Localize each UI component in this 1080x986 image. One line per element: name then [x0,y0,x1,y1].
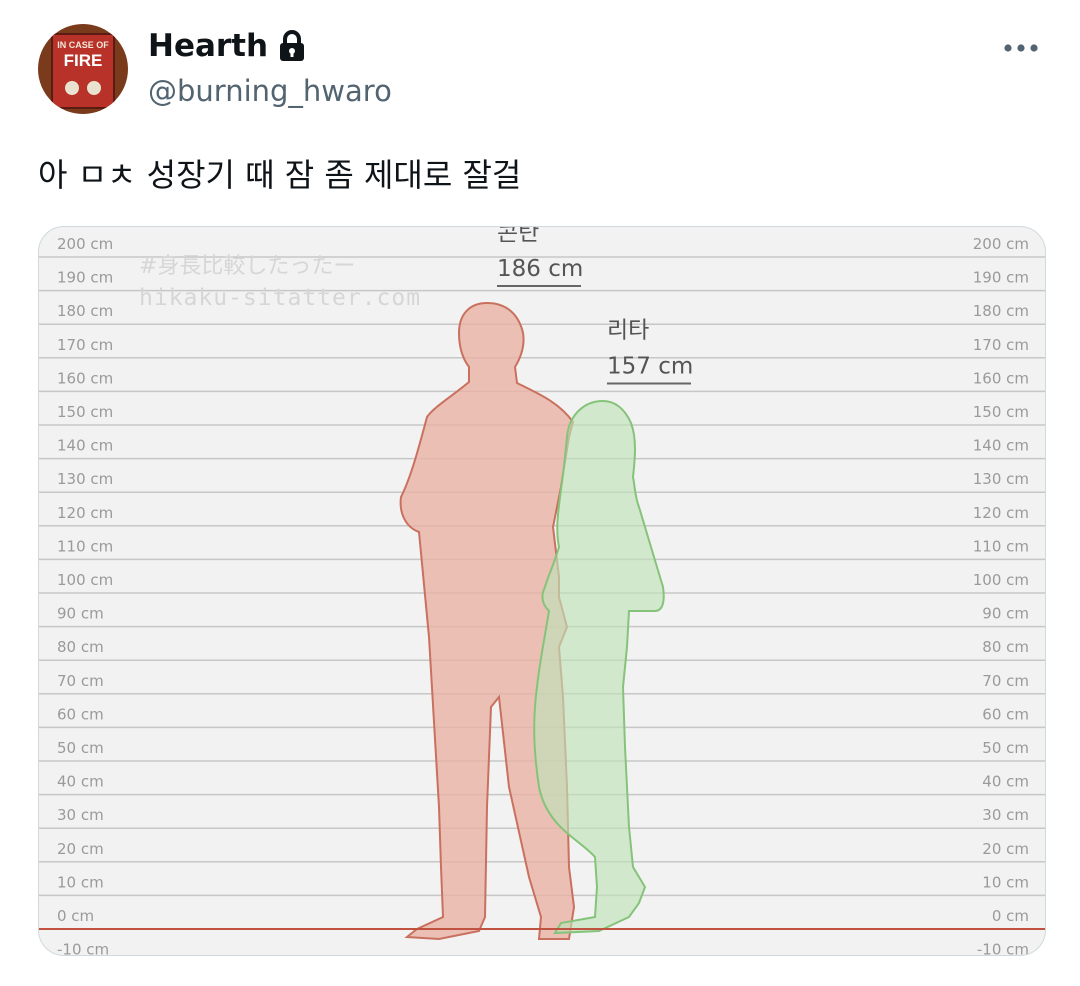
ytick-label-left: 100 cm [57,571,113,589]
ytick-label-left: 110 cm [57,537,113,555]
ytick-label-left: -10 cm [57,941,109,955]
ytick-label-right: 200 cm [973,235,1029,253]
tweet-media[interactable]: 200 cm 200 cm 190 cm 190 cm 180 cm 180 cm 170 … [38,226,1046,956]
avatar-image: IN CASE OF FIRE [38,24,128,114]
ytick-label-right: 70 cm [982,672,1029,690]
person-height-label: 186 cm [497,256,583,282]
ytick-label-left: 140 cm [57,437,113,455]
ytick-label-right: 80 cm [982,638,1029,656]
ytick-label-left: 60 cm [57,705,104,723]
avatar-text-line1: IN CASE OF [57,40,109,50]
more-icon[interactable] [1002,40,1040,54]
ytick-label-right: 20 cm [982,840,1029,858]
ytick-label-right: 170 cm [973,336,1029,354]
ytick-label-left: 200 cm [57,235,113,253]
watermark-line2: hikaku-sitatter.com [139,285,421,311]
ytick-label-right: -10 cm [977,941,1029,955]
tweet-text: 아 ㅁㅊ 성장기 때 잠 좀 제대로 잘걸 [38,156,522,194]
ytick-label-left: 40 cm [57,773,104,791]
ytick-label-left: 180 cm [57,302,113,320]
ytick-label-right: 180 cm [973,302,1029,320]
ytick-label-right: 190 cm [973,269,1029,287]
grid-layer: 200 cm 200 cm 190 cm 190 cm 180 cm 180 cm 170 … [39,235,1045,955]
ytick-label-left: 90 cm [57,605,104,623]
ground-line [39,928,1045,930]
person-name-label: 콘탄 [497,227,539,246]
ytick-label-right: 130 cm [973,470,1029,488]
ytick-label-right: 60 cm [982,705,1029,723]
display-name[interactable]: Hearth [148,28,269,64]
ytick-label-right: 90 cm [982,605,1029,623]
ytick-label-left: 170 cm [57,336,113,354]
height-comparison-chart: 200 cm 200 cm 190 cm 190 cm 180 cm 180 cm 170 … [39,227,1045,955]
ytick-label-right: 100 cm [973,571,1029,589]
ytick-label-left: 20 cm [57,840,104,858]
lock-icon [278,30,306,62]
ytick-label-right: 50 cm [982,739,1029,757]
ytick-label-right: 160 cm [973,369,1029,387]
person-1-shape [399,301,576,941]
ytick-label-right: 30 cm [982,806,1029,824]
ytick-label-right: 110 cm [973,537,1029,555]
ytick-label-left: 70 cm [57,672,104,690]
ytick-label-left: 130 cm [57,470,113,488]
ytick-label-right: 150 cm [973,403,1029,421]
avatar[interactable]: IN CASE OF FIRE [38,24,128,114]
ytick-label-left: 160 cm [57,369,113,387]
person-height-label: 157 cm [607,353,693,379]
ytick-label-left: 120 cm [57,504,113,522]
ytick-label-left: 50 cm [57,739,104,757]
person-name-label: 리타 [607,317,649,343]
avatar-text-line2: FIRE [64,51,103,70]
ytick-label-left: 10 cm [57,873,104,891]
person-silhouette-1 [399,301,576,941]
ytick-label-right: 10 cm [982,873,1029,891]
watermark-line1: #身長比較したったー [139,254,355,279]
ytick-label-left: 80 cm [57,638,104,656]
user-handle[interactable]: @burning_hwaro [148,74,392,108]
ytick-label-right: 140 cm [973,437,1029,455]
ytick-label-right: 0 cm [992,907,1029,925]
person-2-shape [533,399,665,935]
ytick-label-left: 30 cm [57,806,104,824]
ytick-label-left: 190 cm [57,269,113,287]
ytick-label-left: 0 cm [57,907,94,925]
ytick-label-right: 40 cm [982,773,1029,791]
ytick-label-left: 150 cm [57,403,113,421]
display-name-row[interactable]: Hearth [148,28,306,64]
label-layer: 콘탄 186 cm 리타 157 cm [497,227,693,385]
ytick-label-right: 120 cm [973,504,1029,522]
person-silhouette-2 [533,399,665,935]
